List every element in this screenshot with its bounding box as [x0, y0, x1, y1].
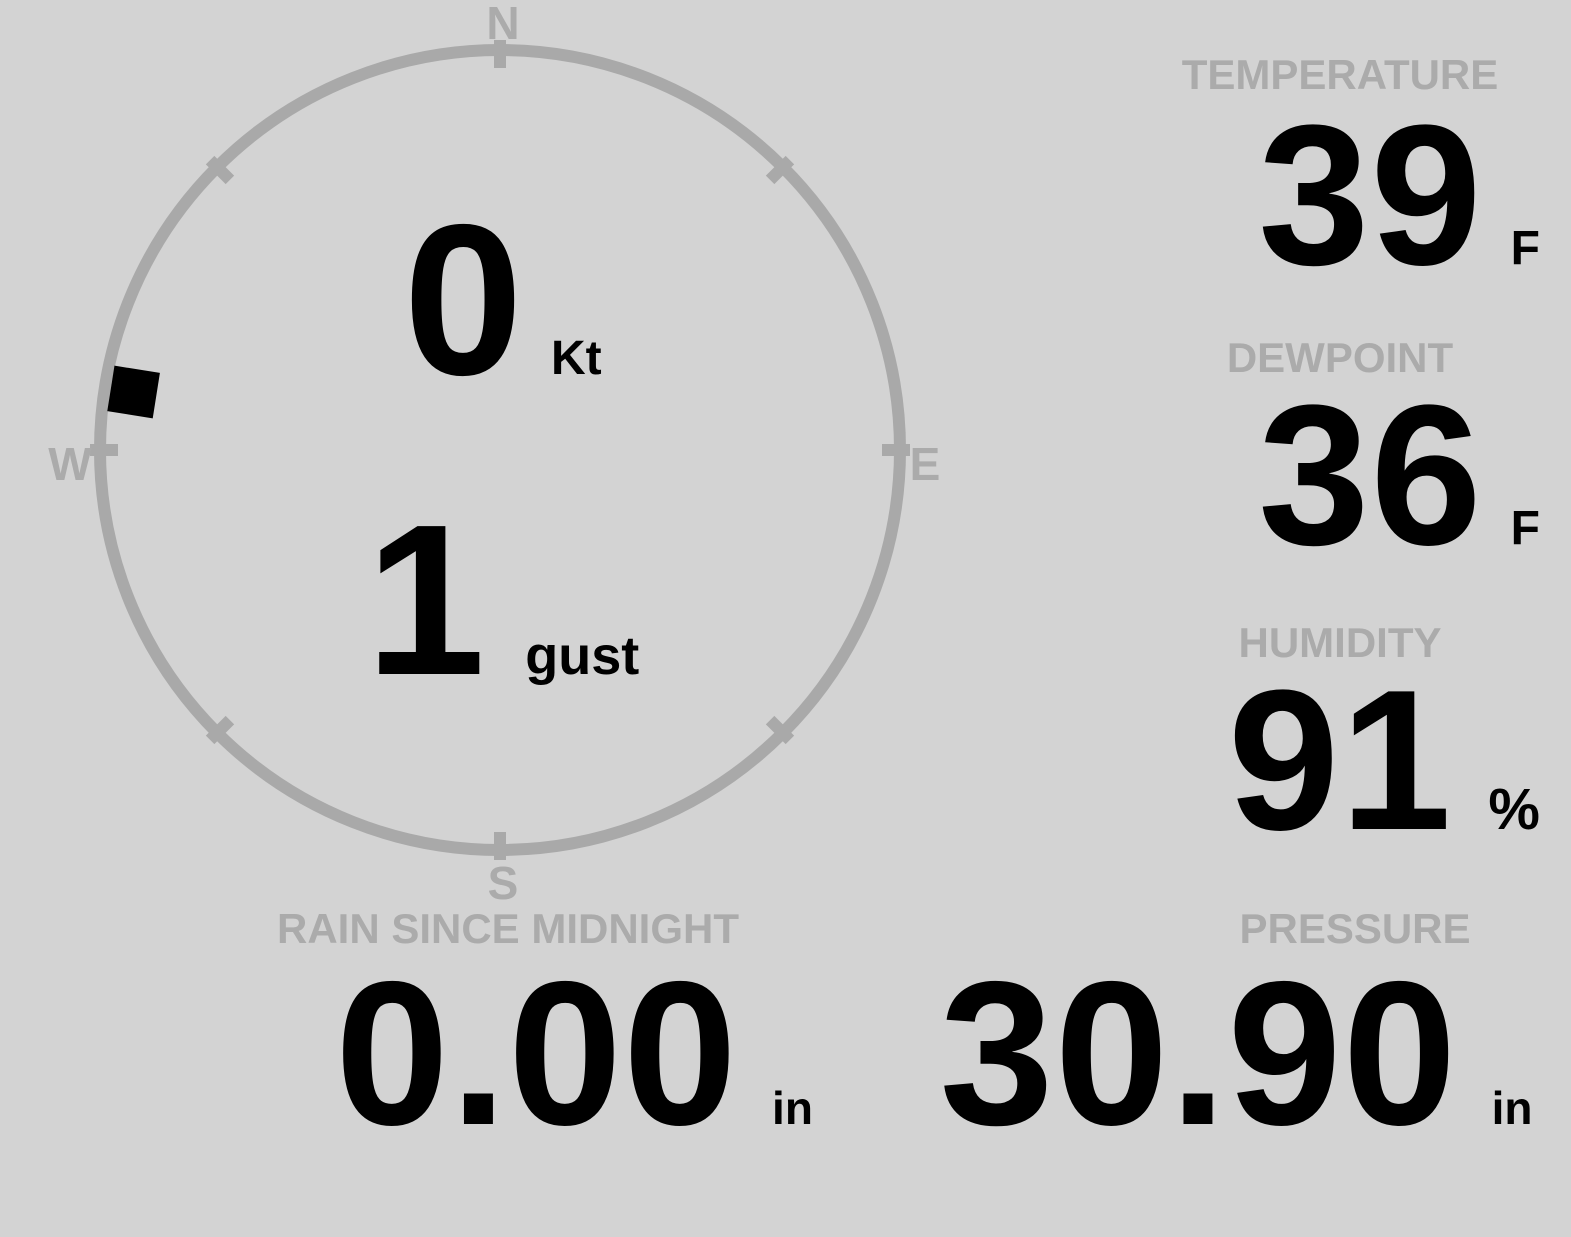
compass-label-north: N	[486, 0, 520, 49]
metric-humidity: HUMIDITY 91 %	[1140, 622, 1540, 922]
wind-gust-row: 1 gust	[0, 492, 1005, 707]
wind-speed-value: 0	[403, 179, 525, 420]
compass-label-east: E	[909, 438, 941, 490]
dewpoint-label: DEWPOINT	[1226, 334, 1454, 381]
metric-dewpoint: DEWPOINT 36 F	[1140, 337, 1540, 637]
humidity-label: HUMIDITY	[1238, 619, 1442, 666]
dewpoint-value: 36	[1258, 364, 1483, 587]
humidity-unit: %	[1488, 777, 1540, 842]
compass-label-west: W	[48, 438, 92, 490]
humidity-value-row: 91 %	[1140, 661, 1540, 861]
temperature-label: TEMPERATURE	[1181, 51, 1499, 98]
wind-gust-label: gust	[525, 626, 640, 686]
compass-tick-sw	[205, 715, 235, 745]
wind-speed-unit: Kt	[550, 332, 602, 385]
compass-tick-ne	[765, 155, 795, 185]
rain-value: 0.00	[335, 939, 739, 1168]
pressure-unit: in	[1491, 1082, 1533, 1134]
wind-direction-marker	[107, 365, 160, 419]
wind-compass: N E S W 0 Kt 1 gust	[0, 0, 1005, 930]
humidity-value: 91	[1227, 649, 1453, 872]
dewpoint-unit: F	[1510, 502, 1540, 555]
compass-label-south: S	[487, 857, 519, 909]
temperature-value: 39	[1258, 84, 1483, 307]
rain-label: RAIN SINCE MIDNIGHT	[277, 905, 739, 952]
metric-temperature: TEMPERATURE 39 F	[1140, 54, 1540, 354]
temperature-unit: F	[1510, 222, 1540, 275]
compass-graphic	[90, 40, 910, 860]
temperature-value-row: 39 F	[1140, 96, 1540, 296]
compass-tick-se	[765, 715, 795, 745]
wind-direction-marker-square	[107, 365, 160, 419]
rain-value-row: 0.00 in	[244, 951, 904, 1156]
pressure-value: 30.90	[939, 939, 1458, 1168]
rain-unit: in	[772, 1082, 813, 1134]
compass-ticks	[90, 40, 910, 860]
compass-tick-nw	[205, 155, 235, 185]
pressure-value-row: 30.90 in	[886, 951, 1571, 1156]
wind-gust-value: 1	[365, 479, 488, 720]
dewpoint-value-row: 36 F	[1140, 376, 1540, 576]
pressure-label: PRESSURE	[1239, 905, 1471, 952]
wind-speed-row: 0 Kt	[0, 192, 1005, 407]
